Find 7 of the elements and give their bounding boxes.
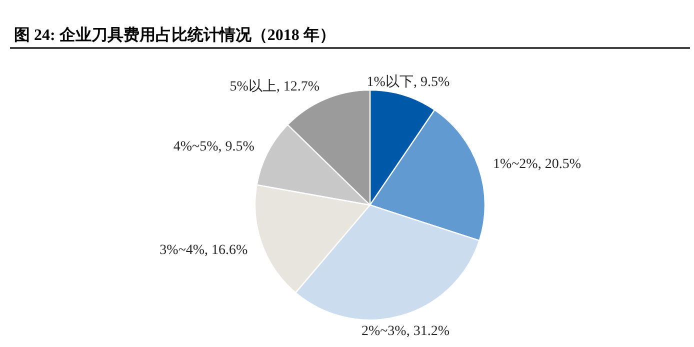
slice-label: 5%以上, 12.7%	[230, 78, 320, 94]
slice-label: 3%~4%, 16.6%	[160, 243, 248, 258]
slice-label: 1%~2%, 20.5%	[492, 156, 582, 172]
slice-label: 2%~3%, 31.2%	[361, 324, 450, 340]
slice-label: 4%~5%, 9.5%	[173, 140, 255, 155]
slice-label: 1%以下, 9.5%	[366, 74, 450, 90]
chart-title: 图 24: 企业刀具费用占比统计情况（2018 年）	[14, 26, 336, 44]
